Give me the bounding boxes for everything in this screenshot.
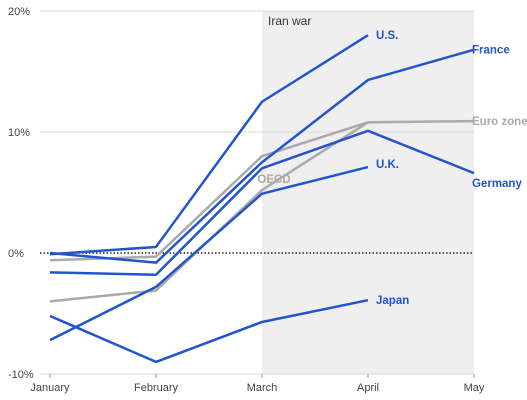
series-label: OECD <box>257 174 290 186</box>
series-label: U.K. <box>376 159 399 171</box>
series-label: Euro zone <box>472 116 527 128</box>
series-line <box>49 34 369 256</box>
y-tick-label: 0% <box>8 248 24 260</box>
series-line <box>49 119 475 262</box>
x-tick-label: March <box>247 382 278 394</box>
series-label: France <box>472 45 510 57</box>
y-tick-label: 10% <box>8 127 30 139</box>
y-tick-label: 20% <box>8 6 30 18</box>
x-tick-label: May <box>464 382 485 394</box>
shaded-period <box>262 11 474 374</box>
x-tick-label: January <box>30 382 70 394</box>
series-line <box>49 48 475 264</box>
series-line <box>49 298 369 364</box>
series-label: Japan <box>376 295 409 307</box>
x-tick-label: April <box>357 382 379 394</box>
x-tick-label: February <box>134 382 179 394</box>
series-line <box>49 165 369 342</box>
series-label: U.S. <box>376 30 398 42</box>
y-tick-label: -10% <box>8 369 34 381</box>
annotation: Iran war <box>268 14 311 28</box>
series-line <box>49 129 475 277</box>
series-label: Germany <box>472 178 522 190</box>
